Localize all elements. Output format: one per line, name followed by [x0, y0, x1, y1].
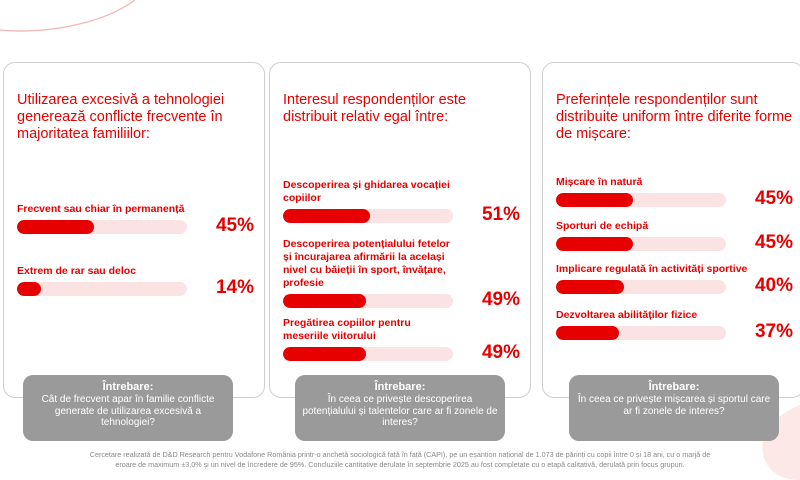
bar-label: Descoperirea potențialului fetelor și în…: [283, 238, 450, 289]
question-label: Întrebare:: [102, 381, 154, 393]
card-title: Preferințele respondenților sunt distrib…: [556, 92, 793, 142]
bar-label: Sporturi de echipă: [556, 220, 649, 232]
bar-track: [556, 237, 726, 251]
question-text: În ceea ce privește mișcarea și sportul …: [577, 394, 771, 417]
bar-fill: [17, 282, 41, 296]
bar-fill: [556, 280, 624, 294]
bar-label: Implicare regulată în activități sportiv…: [556, 263, 748, 275]
bar-item: Frecvent sau chiar în permanență 45%: [17, 203, 256, 236]
bar-fill: [283, 209, 370, 223]
bar-fill: [556, 193, 633, 207]
bar-value-label: 14%: [215, 277, 254, 298]
bar-label: Dezvoltarea abilităților fizice: [556, 309, 698, 321]
bar-value-label: 40%: [754, 275, 793, 296]
bar-item: Extrem de rar sau deloc 14%: [17, 265, 256, 298]
bar-value-label: 45%: [754, 232, 793, 253]
bar-fill: [556, 326, 619, 340]
bar-fill: [17, 220, 94, 234]
bar-item: Implicare regulată în activități sportiv…: [556, 263, 795, 296]
decorative-curve-top-left: [0, 0, 136, 32]
bar-label: Frecvent sau chiar în permanență: [17, 203, 185, 215]
bar-track: [17, 282, 187, 296]
bar-value-label: 37%: [754, 321, 793, 342]
bar-value-label: 49%: [481, 289, 520, 310]
card-movement-preferences: Preferințele respondenților sunt distrib…: [542, 62, 800, 398]
bar-track: [283, 347, 453, 361]
question-box: Întrebare: Cât de frecvent apar în famil…: [23, 375, 233, 441]
bar-fill: [556, 237, 633, 251]
bar-item: Sporturi de echipă 45%: [556, 220, 795, 253]
bar-item: Descoperirea potențialului fetelor și în…: [283, 238, 522, 310]
bar-fill: [283, 347, 367, 361]
bar-item: Dezvoltarea abilităților fizice 37%: [556, 309, 795, 342]
bar-label: Mișcare în natură: [556, 176, 643, 188]
card-potential-interest: Interesul respondenților este distribuit…: [269, 62, 531, 398]
bar-label: Extrem de rar sau deloc: [17, 265, 137, 277]
question-box: Întrebare: În ceea ce privește mișcarea …: [569, 375, 779, 441]
bar-track: [283, 209, 453, 223]
card-title: Interesul respondenților este distribuit…: [283, 92, 466, 125]
bar-value-label: 45%: [754, 188, 793, 209]
bar-value-label: 51%: [481, 204, 520, 225]
question-text: Cât de frecvent apar în familie conflict…: [41, 394, 215, 428]
card-technology-conflicts: Utilizarea excesivă a tehnologiei genere…: [3, 62, 265, 398]
bar-track: [556, 280, 726, 294]
bar-item: Pregătirea copiilor pentru meseriile vii…: [283, 317, 522, 363]
bar-label: Descoperirea și ghidarea vocației copiil…: [283, 179, 450, 204]
bar-label: Pregătirea copiilor pentru meseriile vii…: [283, 317, 411, 342]
bar-track: [283, 294, 453, 308]
bar-track: [556, 193, 726, 207]
card-title: Utilizarea excesivă a tehnologiei genere…: [17, 92, 225, 142]
bar-track: [556, 326, 726, 340]
bar-fill: [283, 294, 367, 308]
question-box: Întrebare: În ceea ce privește descoperi…: [295, 375, 505, 441]
bar-item: Mișcare în natură 45%: [556, 176, 795, 209]
bar-value-label: 45%: [215, 215, 254, 236]
methodology-footnote: Cercetare realizată de D&D Research pent…: [89, 450, 711, 469]
bar-track: [17, 220, 187, 234]
bar-item: Descoperirea și ghidarea vocației copiil…: [283, 179, 522, 225]
bar-value-label: 49%: [481, 342, 520, 363]
question-text: În ceea ce privește descoperirea potenți…: [302, 394, 498, 428]
question-label: Întrebare:: [648, 381, 700, 393]
question-label: Întrebare:: [374, 381, 426, 393]
